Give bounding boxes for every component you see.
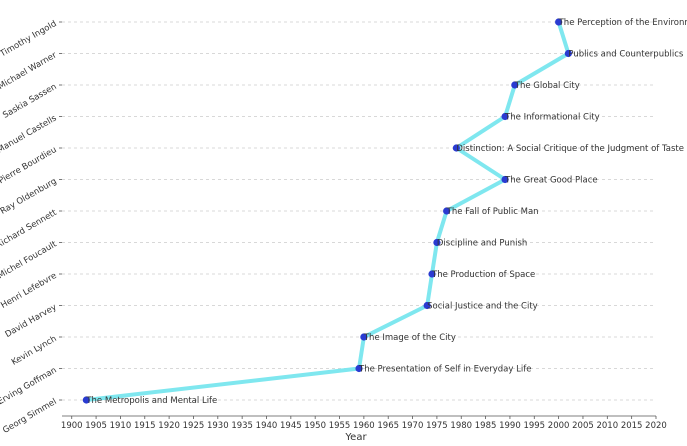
data-point bbox=[433, 238, 441, 247]
data-point bbox=[360, 333, 368, 341]
data-point bbox=[82, 396, 90, 404]
x-tick-label: 1975 bbox=[426, 421, 448, 431]
data-point bbox=[443, 207, 451, 215]
data-point bbox=[423, 301, 431, 310]
x-tick-label: 1940 bbox=[256, 421, 278, 431]
data-point bbox=[564, 49, 572, 58]
data-point bbox=[428, 270, 436, 278]
x-tick-label: 1920 bbox=[158, 421, 180, 431]
data-point bbox=[511, 81, 519, 89]
data-point bbox=[501, 175, 509, 184]
data-label: Social Justice and the City bbox=[427, 302, 538, 312]
x-tick-label: 1965 bbox=[377, 421, 399, 431]
data-label: The Presentation of Self in Everyday Lif… bbox=[358, 365, 531, 375]
data-label: The Fall of Public Man bbox=[446, 207, 539, 217]
data-label: The Informational City bbox=[504, 113, 600, 123]
x-tick-label: 1995 bbox=[523, 421, 545, 431]
x-axis-title: Year bbox=[344, 432, 367, 442]
data-label: Distinction: A Social Critique of the Ju… bbox=[456, 144, 684, 154]
x-tick-label: 1980 bbox=[450, 421, 472, 431]
x-tick-label: 1925 bbox=[183, 421, 205, 431]
x-tick-label: 1905 bbox=[85, 421, 107, 431]
data-label: The Metropolis and Mental Life bbox=[85, 396, 217, 406]
x-tick-label: 1990 bbox=[499, 421, 521, 431]
x-tick-label: 2000 bbox=[548, 421, 570, 431]
x-tick-label: 1930 bbox=[207, 421, 229, 431]
data-label: The Production of Space bbox=[431, 270, 535, 280]
x-tick-label: 2015 bbox=[621, 421, 643, 431]
data-label: Discipline and Punish bbox=[437, 239, 527, 249]
x-tick-label: 1950 bbox=[304, 421, 326, 431]
x-tick-label: 2010 bbox=[596, 421, 618, 431]
x-tick-label: 1970 bbox=[402, 421, 424, 431]
data-label: The Perception of the Environment bbox=[558, 18, 687, 28]
data-point bbox=[452, 144, 460, 152]
x-tick-label: 1985 bbox=[475, 421, 497, 431]
x-tick-label: 1935 bbox=[231, 421, 253, 431]
x-tick-label: 2020 bbox=[645, 421, 667, 431]
data-label: Publics and Counterpublics bbox=[568, 50, 684, 60]
x-tick-label: 1955 bbox=[329, 421, 351, 431]
data-label: The Great Good Place bbox=[504, 176, 598, 186]
data-point bbox=[555, 18, 563, 26]
data-point bbox=[355, 364, 363, 373]
data-label: The Global City bbox=[514, 81, 580, 91]
x-tick-label: 1960 bbox=[353, 421, 375, 431]
x-tick-label: 2005 bbox=[572, 421, 594, 431]
data-label: The Image of the City bbox=[363, 333, 456, 343]
x-tick-label: 1900 bbox=[61, 421, 83, 431]
data-point bbox=[501, 112, 509, 121]
x-tick-label: 1915 bbox=[134, 421, 156, 431]
x-tick-label: 1910 bbox=[110, 421, 132, 431]
x-tick-label: 1945 bbox=[280, 421, 302, 431]
